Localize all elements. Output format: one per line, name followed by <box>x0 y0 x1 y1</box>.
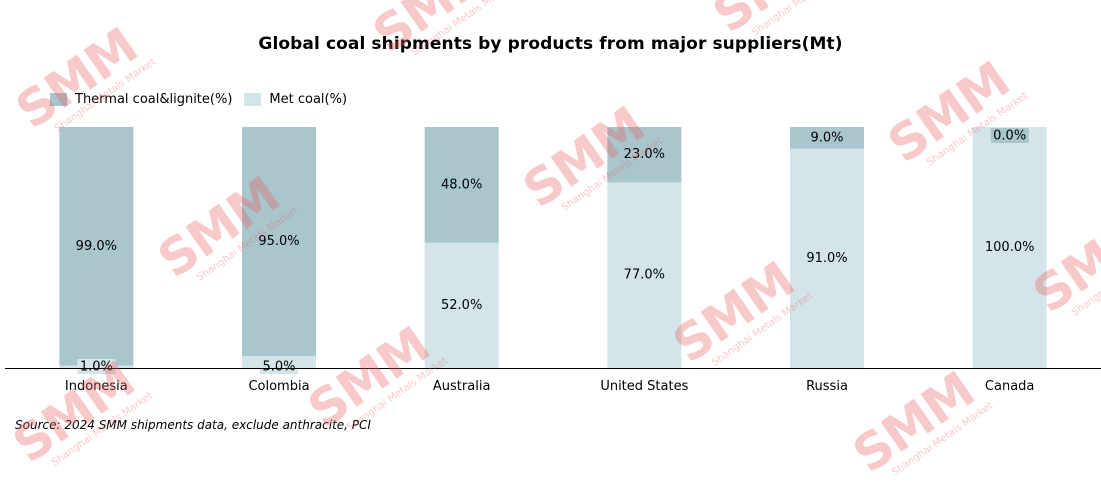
legend-item-thermal: Thermal coal&lignite(%) <box>50 92 232 107</box>
data-label-met-coal-colombia: 5.0% <box>262 360 295 375</box>
data-label-met-coal-australia: 52.0% <box>441 298 482 313</box>
data-label-thermal-coal-lignite-united-states: 23.0% <box>624 147 665 162</box>
bar-met-coal-united-states <box>607 182 682 368</box>
x-tick-label-colombia: Colombia <box>248 379 309 394</box>
x-tick-label-indonesia: Indonesia <box>65 379 128 394</box>
x-tick-label-australia: Australia <box>433 379 491 394</box>
chart-plot: 99.0% 1.0% Indonesia 95.0% 5.0% Colombia 48.0%… <box>5 127 1101 394</box>
x-tick-label-canada: Canada <box>985 379 1034 394</box>
bar-thermal-coal-lignite-russia <box>790 127 864 149</box>
data-label-thermal-coal-lignite-australia: 48.0% <box>441 177 482 192</box>
data-label-met-coal-russia: 91.0% <box>806 251 847 266</box>
data-label-met-coal-united-states: 77.0% <box>624 268 665 283</box>
x-tick-label-russia: Russia <box>806 379 848 394</box>
bar-thermal-coal-lignite-colombia <box>242 127 316 356</box>
data-label-thermal-coal-lignite-russia: 9.0% <box>810 130 843 145</box>
data-label-bg <box>260 359 298 374</box>
data-label-met-coal-canada: 100.0% <box>985 240 1035 255</box>
bar-met-coal-russia <box>790 148 864 368</box>
data-label-thermal-coal-lignite-indonesia: 99.0% <box>76 239 117 254</box>
data-label-thermal-coal-lignite-colombia: 95.0% <box>258 234 299 249</box>
legend-swatch-thermal <box>50 93 67 106</box>
legend-item-met: Met coal(%) <box>244 92 347 107</box>
legend: Thermal coal&lignite(%) Met coal(%) <box>50 92 359 107</box>
data-label-bg <box>990 128 1029 143</box>
bar-met-coal-australia <box>424 242 499 368</box>
bar-thermal-coal-lignite-australia <box>424 127 499 243</box>
legend-swatch-met <box>244 93 262 106</box>
data-label-bg <box>77 359 116 374</box>
x-tick-label-united-states: United States <box>600 379 688 394</box>
chart-title: Global coal shipments by products from m… <box>258 34 843 54</box>
bar-thermal-coal-lignite-indonesia <box>59 127 134 366</box>
data-label-met-coal-indonesia: 1.0% <box>80 360 113 375</box>
bar-thermal-coal-lignite-united-states <box>607 127 682 183</box>
bar-met-coal-canada <box>972 127 1047 368</box>
data-label-thermal-coal-lignite-canada: 0.0% <box>993 129 1026 144</box>
legend-label-thermal: Thermal coal&lignite(%) <box>75 92 233 107</box>
legend-label-met: Met coal(%) <box>269 92 348 107</box>
source-note: Source: 2024 SMM shipments data, exclude… <box>15 418 371 432</box>
